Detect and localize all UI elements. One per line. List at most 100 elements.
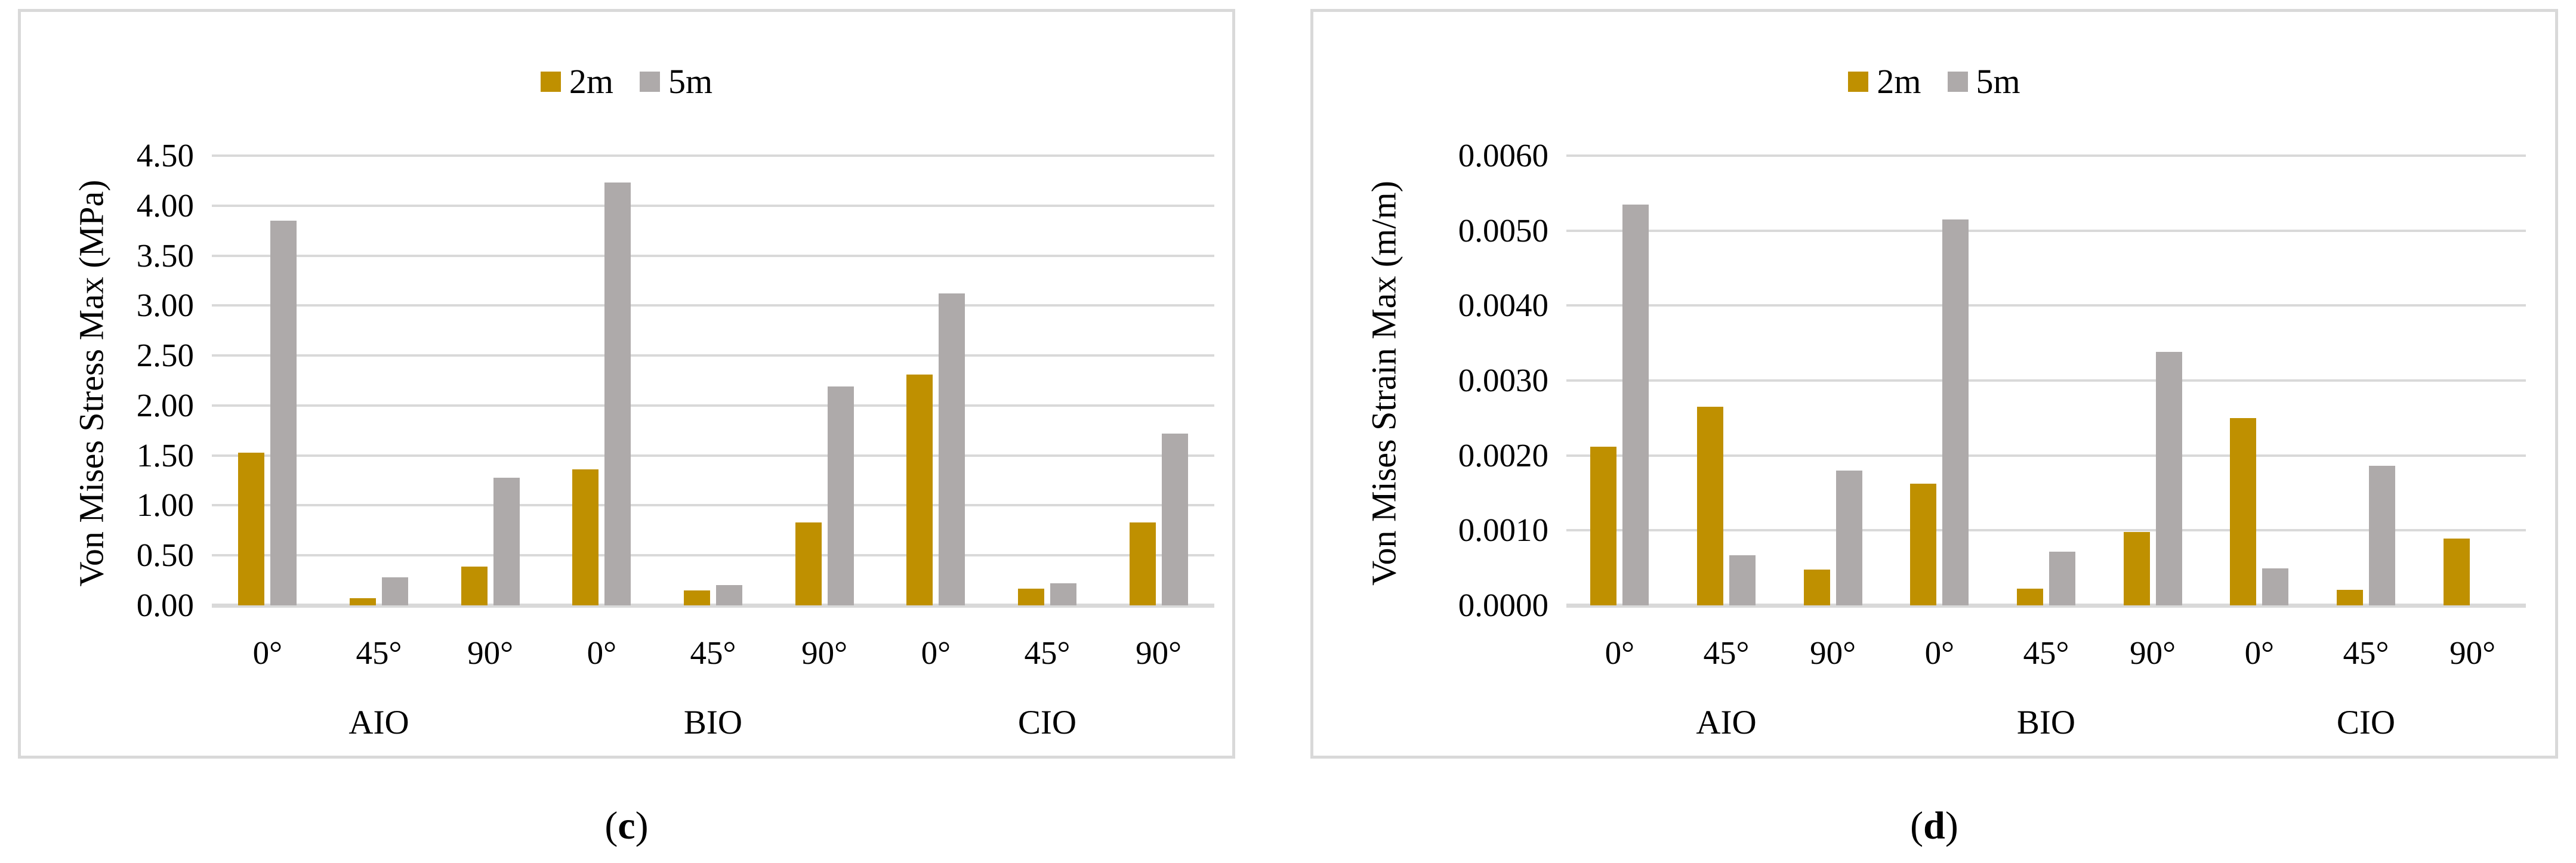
caption-c: (c) xyxy=(567,806,686,846)
bar-5m-AIO-45° xyxy=(382,577,408,605)
y-tick-label: 1.50 xyxy=(136,437,194,474)
gridline xyxy=(212,454,1214,457)
x-category-label: 90° xyxy=(2449,635,2496,671)
gridline xyxy=(1566,304,2526,307)
y-tick-label: 0.0030 xyxy=(1458,362,1548,398)
bar-2m-CIO-0° xyxy=(906,375,933,605)
bar-5m-CIO-45° xyxy=(1050,583,1076,605)
bar-5m-AIO-45° xyxy=(1729,555,1756,605)
gridline xyxy=(212,404,1214,407)
bar-5m-BIO-45° xyxy=(716,585,742,605)
chart-panel-c: 2m 5m Von Mises Stress Max (MPa) 0.00 0.50… xyxy=(18,9,1235,759)
legend-label: 2m xyxy=(1877,62,1921,101)
legend-item-2m: 2m xyxy=(540,62,613,101)
x-group-label-BIO: BIO xyxy=(683,704,743,741)
x-axis-line xyxy=(1566,604,2526,608)
x-category-label: 90° xyxy=(467,635,514,671)
bar-5m-AIO-90° xyxy=(493,478,520,605)
gridline xyxy=(212,504,1214,507)
gridline xyxy=(1566,229,2526,232)
bar-2m-BIO-90° xyxy=(795,522,822,605)
y-tick-label: 4.50 xyxy=(136,137,194,174)
bar-5m-CIO-90° xyxy=(1161,434,1188,605)
x-category-label: 90° xyxy=(1810,635,1856,671)
gridline xyxy=(1566,529,2526,532)
caption-paren-open: ( xyxy=(1910,804,1924,847)
y-tick-label: 0.0000 xyxy=(1458,587,1548,623)
caption-paren-open: ( xyxy=(604,804,618,847)
bar-5m-CIO-0° xyxy=(2262,568,2289,605)
y-tick-label: 4.00 xyxy=(136,187,194,224)
x-category-label: 0° xyxy=(587,635,617,671)
y-tick-label: 0.50 xyxy=(136,537,194,574)
x-category-label: 0° xyxy=(1924,635,1955,671)
x-category-label: 45° xyxy=(690,635,736,671)
gridline xyxy=(212,204,1214,207)
bar-2m-AIO-0° xyxy=(1590,447,1617,605)
bar-5m-CIO-0° xyxy=(939,293,965,605)
bar-2m-CIO-90° xyxy=(1129,522,1156,605)
caption-paren-close: ) xyxy=(1945,804,1958,847)
bar-2m-AIO-0° xyxy=(238,453,265,605)
x-group-label-AIO: AIO xyxy=(348,704,409,741)
y-tick-label: 0.00 xyxy=(136,587,194,623)
y-tick-label: 2.00 xyxy=(136,386,194,423)
caption-letter: d xyxy=(1923,804,1945,847)
legend: 2m 5m xyxy=(21,64,1232,99)
x-category-label: 45° xyxy=(1703,635,1750,671)
x-group-label-CIO: CIO xyxy=(1017,704,1077,741)
y-tick-label: 0.0040 xyxy=(1458,287,1548,324)
bar-2m-AIO-45° xyxy=(350,598,376,605)
x-group-label-BIO: BIO xyxy=(2016,704,2076,741)
y-tick-label: 3.50 xyxy=(136,237,194,274)
x-category-label: 45° xyxy=(2023,635,2069,671)
bar-2m-CIO-45° xyxy=(2337,590,2363,605)
x-category-label: 0° xyxy=(252,635,283,671)
legend-swatch-2m xyxy=(540,72,561,92)
y-tick-label: 0.0020 xyxy=(1458,437,1548,474)
gridline xyxy=(212,154,1214,157)
x-group-label-CIO: CIO xyxy=(2336,704,2396,741)
gridline xyxy=(212,304,1214,307)
x-category-label: 0° xyxy=(2244,635,2275,671)
gridline xyxy=(1566,454,2526,457)
x-category-label: 90° xyxy=(1136,635,1182,671)
x-category-label: 45° xyxy=(356,635,402,671)
plot-area xyxy=(212,154,1214,608)
legend: 2m 5m xyxy=(1313,64,2555,99)
bar-5m-BIO-45° xyxy=(2049,552,2075,605)
bar-2m-BIO-45° xyxy=(684,590,710,605)
bar-2m-BIO-0° xyxy=(572,469,599,605)
x-group-label-AIO: AIO xyxy=(1696,704,1757,741)
caption-d: (d) xyxy=(1875,806,1994,846)
legend-swatch-5m xyxy=(1947,72,1968,92)
bar-5m-AIO-0° xyxy=(270,221,297,605)
bar-5m-AIO-90° xyxy=(1835,471,1862,605)
bar-5m-CIO-45° xyxy=(2369,466,2395,605)
x-category-label: 90° xyxy=(2130,635,2176,671)
bar-2m-BIO-45° xyxy=(2017,589,2043,605)
x-category-label: 0° xyxy=(1605,635,1635,671)
y-tick-label: 3.00 xyxy=(136,287,194,324)
gridline xyxy=(212,354,1214,357)
y-tick-label: 0.0050 xyxy=(1458,212,1548,249)
legend-label: 2m xyxy=(569,62,613,101)
bar-5m-BIO-90° xyxy=(2155,352,2182,605)
bar-2m-BIO-90° xyxy=(2123,532,2150,605)
bar-5m-BIO-90° xyxy=(827,386,854,605)
y-tick-label: 0.0060 xyxy=(1458,137,1548,174)
legend-item-5m: 5m xyxy=(640,64,712,99)
caption-letter: c xyxy=(618,804,635,847)
legend-item-2m: 2m xyxy=(1848,64,1921,99)
bar-2m-CIO-90° xyxy=(2443,539,2470,605)
bar-2m-AIO-90° xyxy=(1803,570,1830,605)
gridline xyxy=(1566,154,2526,157)
legend-label: 5m xyxy=(668,62,713,101)
x-category-label: 0° xyxy=(921,635,951,671)
y-tick-label: 2.50 xyxy=(136,337,194,374)
x-axis-line xyxy=(212,604,1214,608)
x-category-label: 90° xyxy=(801,635,848,671)
gridline xyxy=(1566,379,2526,382)
bar-5m-BIO-0° xyxy=(604,183,631,605)
